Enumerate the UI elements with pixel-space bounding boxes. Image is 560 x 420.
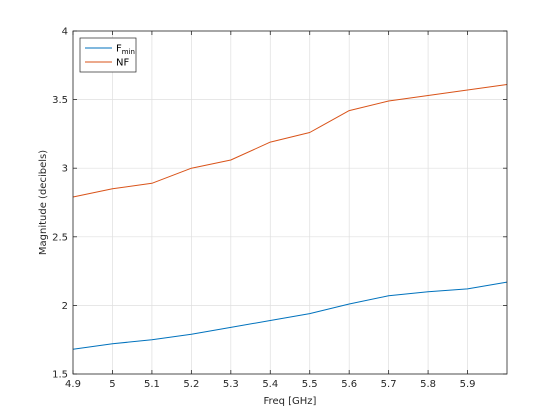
x-axis-label: Freq [GHz] [264, 396, 317, 407]
y-tick-label: 3 [62, 164, 68, 175]
x-tick-label: 5.2 [183, 379, 199, 390]
legend-entry-name: F [116, 44, 122, 55]
series-line-0 [72, 281, 508, 350]
y-tick-label: 4 [62, 27, 68, 38]
x-tick-label: 5.1 [144, 379, 160, 390]
y-tick-label: 2 [62, 301, 68, 312]
x-tick-label: 4.9 [65, 379, 81, 390]
ticks: 4.9 5 5.1 5.2 5.3 5.4 5.5 5.6 5.7 5.8 5.9 1.5 2 2.5 3 3… [52, 27, 507, 390]
y-axis-label: Magnitude (decibels) [38, 150, 49, 255]
series-line-1 [72, 84, 508, 198]
x-tick-label: 5.9 [460, 379, 476, 390]
y-tick-label: 2.5 [52, 232, 68, 243]
legend-entry-subscript: min [122, 48, 135, 56]
x-tick-label: 5 [109, 379, 115, 390]
legend-box [79, 37, 137, 73]
legend-entry: Fmin [116, 44, 135, 57]
x-tick-label: 5.4 [262, 379, 278, 390]
x-tick-label: 5.7 [381, 379, 397, 390]
x-tick-label: 5.5 [302, 379, 318, 390]
legend-entry-name: NF [116, 58, 129, 69]
x-tick-label: 5.8 [420, 379, 436, 390]
y-tick-label: 1.5 [52, 370, 68, 381]
plot-frame [72, 30, 508, 375]
x-tick-label: 5.6 [341, 379, 357, 390]
plot-background [73, 31, 507, 374]
legend-entry: NF [116, 58, 129, 69]
series-lines [72, 84, 508, 350]
x-tick-label: 5.3 [223, 379, 239, 390]
y-tick-label: 3.5 [52, 95, 68, 106]
